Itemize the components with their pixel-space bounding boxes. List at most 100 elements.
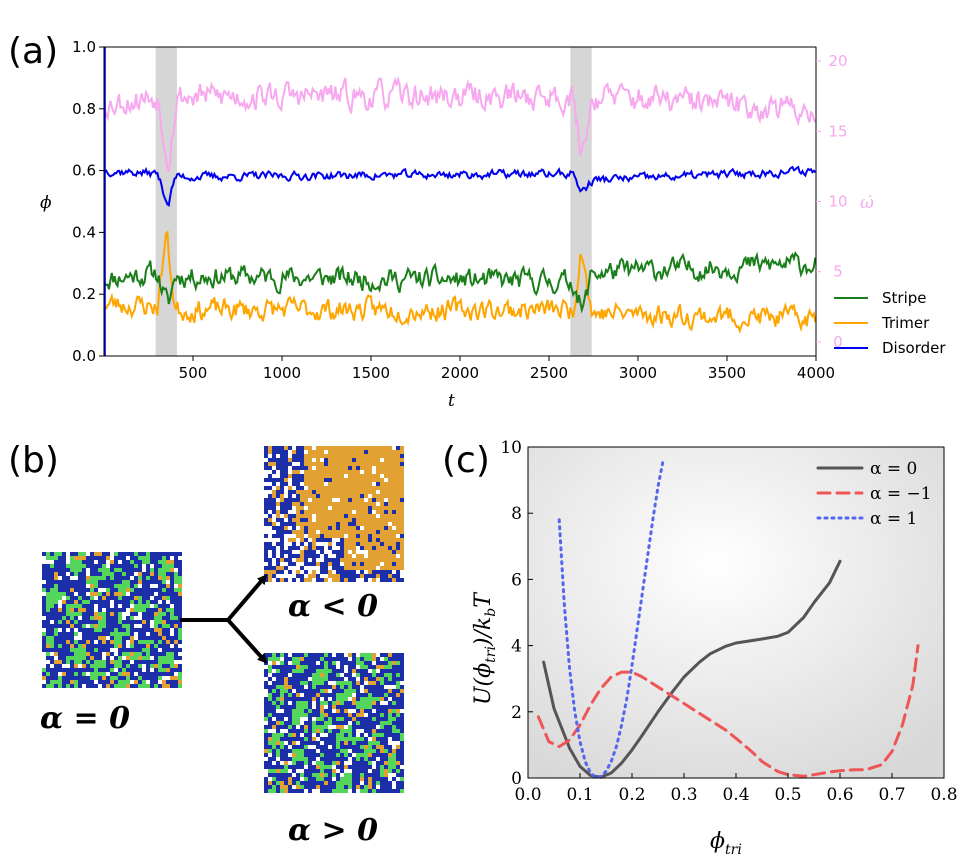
snapshot-pixel (392, 506, 396, 510)
snapshot-pixel (332, 705, 336, 709)
snapshot-pixel (296, 554, 300, 558)
snapshot-pixel (308, 538, 312, 542)
snapshot-pixel (264, 761, 268, 765)
snapshot-pixel (146, 624, 150, 628)
snapshot-pixel (356, 494, 360, 498)
snapshot-pixel (162, 672, 166, 676)
snapshot-pixel (142, 572, 146, 576)
snapshot-pixel (308, 510, 312, 514)
snapshot-pixel (134, 608, 138, 612)
snapshot-pixel (276, 466, 280, 470)
snapshot-pixel (154, 620, 158, 624)
snapshot-pixel (272, 721, 276, 725)
snapshot-pixel (42, 616, 46, 620)
snapshot-pixel (42, 648, 46, 652)
snapshot-pixel (106, 680, 110, 684)
snapshot-pixel (284, 677, 288, 681)
snapshot-pixel (292, 490, 296, 494)
snapshot-pixel (62, 624, 66, 628)
snapshot-pixel (110, 552, 114, 556)
snapshot-pixel (296, 574, 300, 578)
snapshot-pixel (324, 550, 328, 554)
snapshot-pixel (162, 568, 166, 572)
snapshot-pixel (300, 482, 304, 486)
snapshot-pixel (320, 574, 324, 578)
snapshot-pixel (272, 526, 276, 530)
snapshot-pixel (42, 676, 46, 680)
snapshot-pixel (388, 470, 392, 474)
snapshot-pixel (304, 721, 308, 725)
snapshot-pixel (312, 681, 316, 685)
snapshot-pixel (158, 592, 162, 596)
snapshot-pixel (296, 713, 300, 717)
snapshot-pixel (372, 454, 376, 458)
snapshot-pixel (284, 689, 288, 693)
snapshot-pixel (304, 705, 308, 709)
snapshot-pixel (300, 765, 304, 769)
snapshot-pixel (348, 458, 352, 462)
snapshot-pixel (178, 676, 182, 680)
snapshot-pixel (264, 677, 268, 681)
snapshot-pixel (304, 558, 308, 562)
snapshot-pixel (368, 506, 372, 510)
snapshot-pixel (122, 656, 126, 660)
snapshot-pixel (388, 737, 392, 741)
snapshot-pixel (268, 518, 272, 522)
snapshot-pixel (42, 668, 46, 672)
snapshot-pixel (50, 632, 54, 636)
snapshot-pixel (174, 644, 178, 648)
snapshot-pixel (332, 574, 336, 578)
snapshot-pixel (324, 486, 328, 490)
snapshot-pixel (364, 657, 368, 661)
snapshot-pixel (380, 502, 384, 506)
snapshot-pixel (106, 684, 110, 688)
snapshot-pixel (308, 749, 312, 753)
snapshot-pixel (66, 584, 70, 588)
snapshot-pixel (328, 578, 332, 582)
snapshot-pixel (308, 781, 312, 785)
snapshot-pixel (106, 604, 110, 608)
snapshot-pixel (388, 745, 392, 749)
snapshot-pixel (288, 693, 292, 697)
snapshot-pixel (126, 612, 130, 616)
snapshot-pixel (372, 737, 376, 741)
snapshot-pixel (380, 657, 384, 661)
snapshot-pixel (130, 568, 134, 572)
snapshot-pixel (138, 560, 142, 564)
snapshot-pixel (62, 616, 66, 620)
snapshot-pixel (364, 669, 368, 673)
snapshot-pixel (58, 684, 62, 688)
snapshot-pixel (376, 673, 380, 677)
snapshot-pixel (304, 502, 308, 506)
snapshot-pixel (130, 684, 134, 688)
snapshot-pixel (368, 765, 372, 769)
snapshot-pixel (380, 546, 384, 550)
snapshot-pixel (292, 530, 296, 534)
snapshot-pixel (50, 604, 54, 608)
snapshot-pixel (126, 640, 130, 644)
snapshot-pixel (98, 676, 102, 680)
snapshot-pixel (312, 498, 316, 502)
snapshot-pixel (62, 660, 66, 664)
snapshot-pixel (166, 656, 170, 660)
snapshot-pixel (344, 570, 348, 574)
snapshot-pixel (82, 592, 86, 596)
snapshot-pixel (372, 562, 376, 566)
snapshot-pixel (288, 749, 292, 753)
snapshot-pixel (376, 534, 380, 538)
snapshot-pixel (276, 494, 280, 498)
snapshot-pixel (264, 749, 268, 753)
snapshot-pixel (364, 522, 368, 526)
snapshot-pixel (284, 578, 288, 582)
snapshot-pixel (368, 534, 372, 538)
snapshot-pixel (134, 640, 138, 644)
snapshot-pixel (134, 644, 138, 648)
snapshot-pixel (178, 588, 182, 592)
snapshot-pixel (300, 462, 304, 466)
snapshot-pixel (62, 576, 66, 580)
snapshot-pixel (86, 648, 90, 652)
snapshot-pixel (78, 664, 82, 668)
snapshot-pixel (336, 773, 340, 777)
snapshot-pixel (126, 684, 130, 688)
snapshot-pixel (280, 482, 284, 486)
